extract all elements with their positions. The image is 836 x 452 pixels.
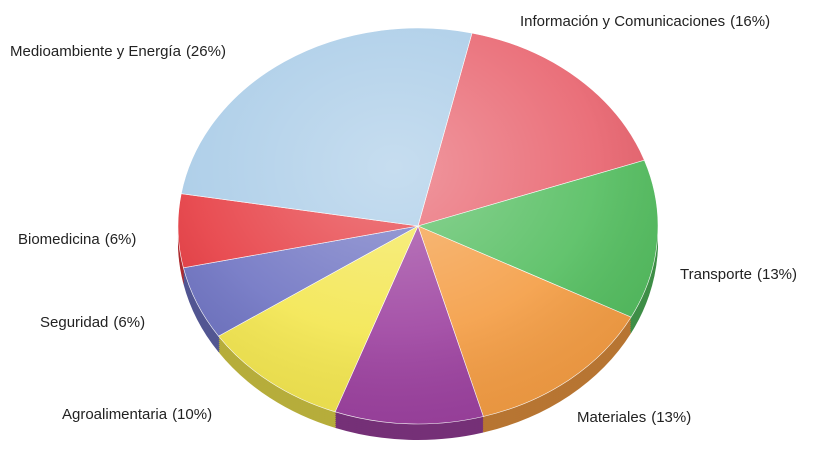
value-label: (6%) bbox=[105, 231, 137, 248]
slice-label: Medioambiente y Energía (26%) bbox=[10, 43, 226, 60]
value-label: (6%) bbox=[113, 314, 145, 331]
slice-label: Materiales (13%) bbox=[577, 409, 691, 426]
category-name: Materiales bbox=[577, 409, 646, 426]
value-label: (10%) bbox=[172, 406, 212, 423]
category-name: Transporte bbox=[680, 266, 752, 283]
slice-label: Información y Comunicaciones (16%) bbox=[520, 13, 770, 30]
value-label: (13%) bbox=[651, 409, 691, 426]
slice-label: Seguridad (6%) bbox=[40, 314, 145, 331]
slice-label: Biomedicina (6%) bbox=[18, 231, 136, 248]
category-name: Agroalimentaria bbox=[62, 406, 168, 423]
slice-label: Transporte (13%) bbox=[680, 266, 797, 283]
category-name: Seguridad bbox=[40, 314, 108, 331]
value-label: (13%) bbox=[757, 266, 797, 283]
category-name: Información y Comunicaciones bbox=[520, 13, 725, 30]
category-name: Medioambiente y Energía bbox=[10, 43, 182, 60]
value-label: (26%) bbox=[186, 43, 226, 60]
value-label: (16%) bbox=[730, 13, 770, 30]
category-name: Biomedicina bbox=[18, 231, 100, 248]
slice-label: Agroalimentaria (10%) bbox=[62, 406, 212, 423]
